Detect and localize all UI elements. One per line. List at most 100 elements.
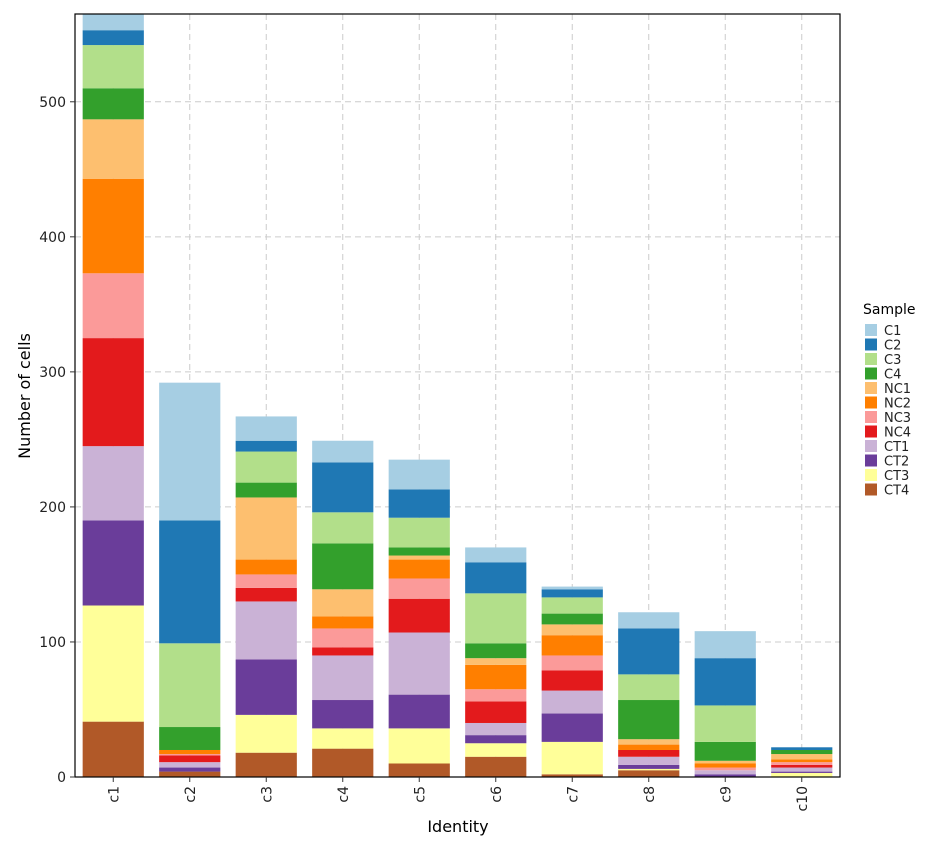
legend-label-CT3: CT3 [884, 469, 909, 484]
x-tick-label: c1 [106, 786, 122, 803]
x-tick-label: c3 [259, 786, 275, 803]
bar-c1-CT2 [82, 520, 144, 606]
bar-c7-C2 [541, 589, 603, 598]
bars [82, 14, 833, 777]
bar-c10-CT2 [771, 771, 833, 773]
bar-c3-C3 [235, 451, 297, 483]
bar-c8-C4 [618, 700, 680, 740]
bar-c9-C2 [694, 658, 756, 706]
bar-c5-NC4 [388, 598, 450, 633]
legend-label-CT2: CT2 [884, 455, 909, 470]
bar-c5-CT2 [388, 694, 450, 729]
plot-border [74, 13, 841, 778]
bar-c1-CT4 [82, 721, 144, 777]
legend-key-C2 [865, 338, 877, 351]
legend-key-NC3 [865, 411, 877, 423]
bar-c1-NC2 [82, 178, 144, 274]
bar-c3-CT2 [235, 659, 297, 715]
bar-c7-CT4 [541, 774, 603, 777]
legend-key-C1 [865, 324, 877, 336]
bar-c7-C4 [541, 613, 603, 625]
legend-key-C3 [865, 353, 877, 365]
bar-c9-NC3 [694, 767, 756, 771]
bar-c5-C2 [388, 489, 450, 518]
legend-key-NC4 [865, 425, 877, 438]
bar-c4-C1 [312, 440, 374, 463]
bar-c2-CT4 [159, 771, 221, 777]
legend-label-NC4: NC4 [884, 426, 911, 441]
bar-c5-CT3 [388, 728, 450, 764]
bar-c9-CT2 [694, 774, 756, 777]
y-tick-label: 100 [39, 635, 66, 651]
bar-c5-C4 [388, 547, 450, 556]
legend-label-C4: C4 [884, 368, 901, 383]
legend-key-NC1 [865, 382, 877, 394]
bar-c4-NC4 [312, 647, 374, 656]
bar-c6-NC3 [465, 689, 527, 702]
bar-c3-NC4 [235, 587, 297, 602]
legend-label-C3: C3 [884, 353, 901, 368]
y-tick-label: 400 [39, 230, 66, 246]
bar-c6-NC2 [465, 664, 527, 690]
bar-c4-CT2 [312, 700, 374, 729]
bar-c7-CT2 [541, 713, 603, 742]
bar-c3-C4 [235, 482, 297, 498]
bar-c6-CT4 [465, 756, 527, 777]
bar-c4-CT1 [312, 655, 374, 701]
bar-c6-CT2 [465, 735, 527, 744]
legend-label-NC3: NC3 [884, 411, 911, 426]
bar-c7-NC3 [541, 655, 603, 671]
bar-c4-C3 [312, 512, 374, 544]
legend-key-CT1 [865, 440, 877, 452]
axes: 0 100 200 300 400 500 c1 c2 c3 c4 c5 c6 c7 c8 c9 c10 [39, 95, 810, 812]
bar-c5-C1 [388, 459, 450, 490]
legend-key-CT3 [865, 469, 877, 481]
bar-c1-C3 [82, 45, 144, 89]
bar-c8-CT2 [618, 764, 680, 769]
bar-c10-NC3 [771, 762, 833, 765]
bar-c8-C1 [618, 612, 680, 629]
bar-c9-CT1 [694, 770, 756, 775]
legend-key-C4 [865, 367, 877, 380]
bar-c1-CT1 [82, 446, 144, 521]
bar-c1-NC4 [82, 338, 144, 447]
bar-c7-C1 [541, 586, 603, 590]
bar-c5-CT1 [388, 632, 450, 695]
legend-label-NC2: NC2 [884, 397, 911, 412]
bar-c9-NC2 [694, 763, 756, 768]
bar-c5-NC2 [388, 559, 450, 579]
bar-c3-NC3 [235, 574, 297, 588]
bar-c2-CT1 [159, 762, 221, 768]
bar-c1-NC1 [82, 119, 144, 179]
bar-c8-NC2 [618, 744, 680, 750]
x-tick-label: c8 [642, 786, 658, 803]
bar-c2-C3 [159, 643, 221, 728]
bar-c2-NC2 [159, 749, 221, 755]
bar-c5-C3 [388, 517, 450, 548]
bar-c7-NC4 [541, 670, 603, 691]
legend-label-CT1: CT1 [884, 440, 909, 455]
bar-c8-NC4 [618, 749, 680, 757]
x-axis-title: Identity [427, 817, 488, 836]
legend-label-CT4: CT4 [884, 484, 909, 499]
y-axis-title: Number of cells [15, 333, 34, 459]
bar-c7-CT3 [541, 741, 603, 775]
bar-c10-CT1 [771, 767, 833, 772]
legend-label-C1: C1 [884, 324, 901, 339]
bar-c10-CT3 [771, 772, 833, 777]
bar-c6-CT1 [465, 722, 527, 736]
x-tick-label: c10 [795, 786, 811, 812]
bar-c4-NC1 [312, 589, 374, 617]
bar-c6-C3 [465, 593, 527, 644]
bar-c3-CT4 [235, 752, 297, 777]
bar-c2-CT2 [159, 767, 221, 772]
bar-c3-C2 [235, 440, 297, 452]
bar-c2-NC4 [159, 755, 221, 763]
bar-c6-NC1 [465, 658, 527, 665]
x-tick-label: c7 [565, 786, 581, 803]
legend-key-NC2 [865, 396, 877, 409]
x-tick-label: c5 [412, 786, 428, 803]
bar-c3-NC1 [235, 497, 297, 560]
